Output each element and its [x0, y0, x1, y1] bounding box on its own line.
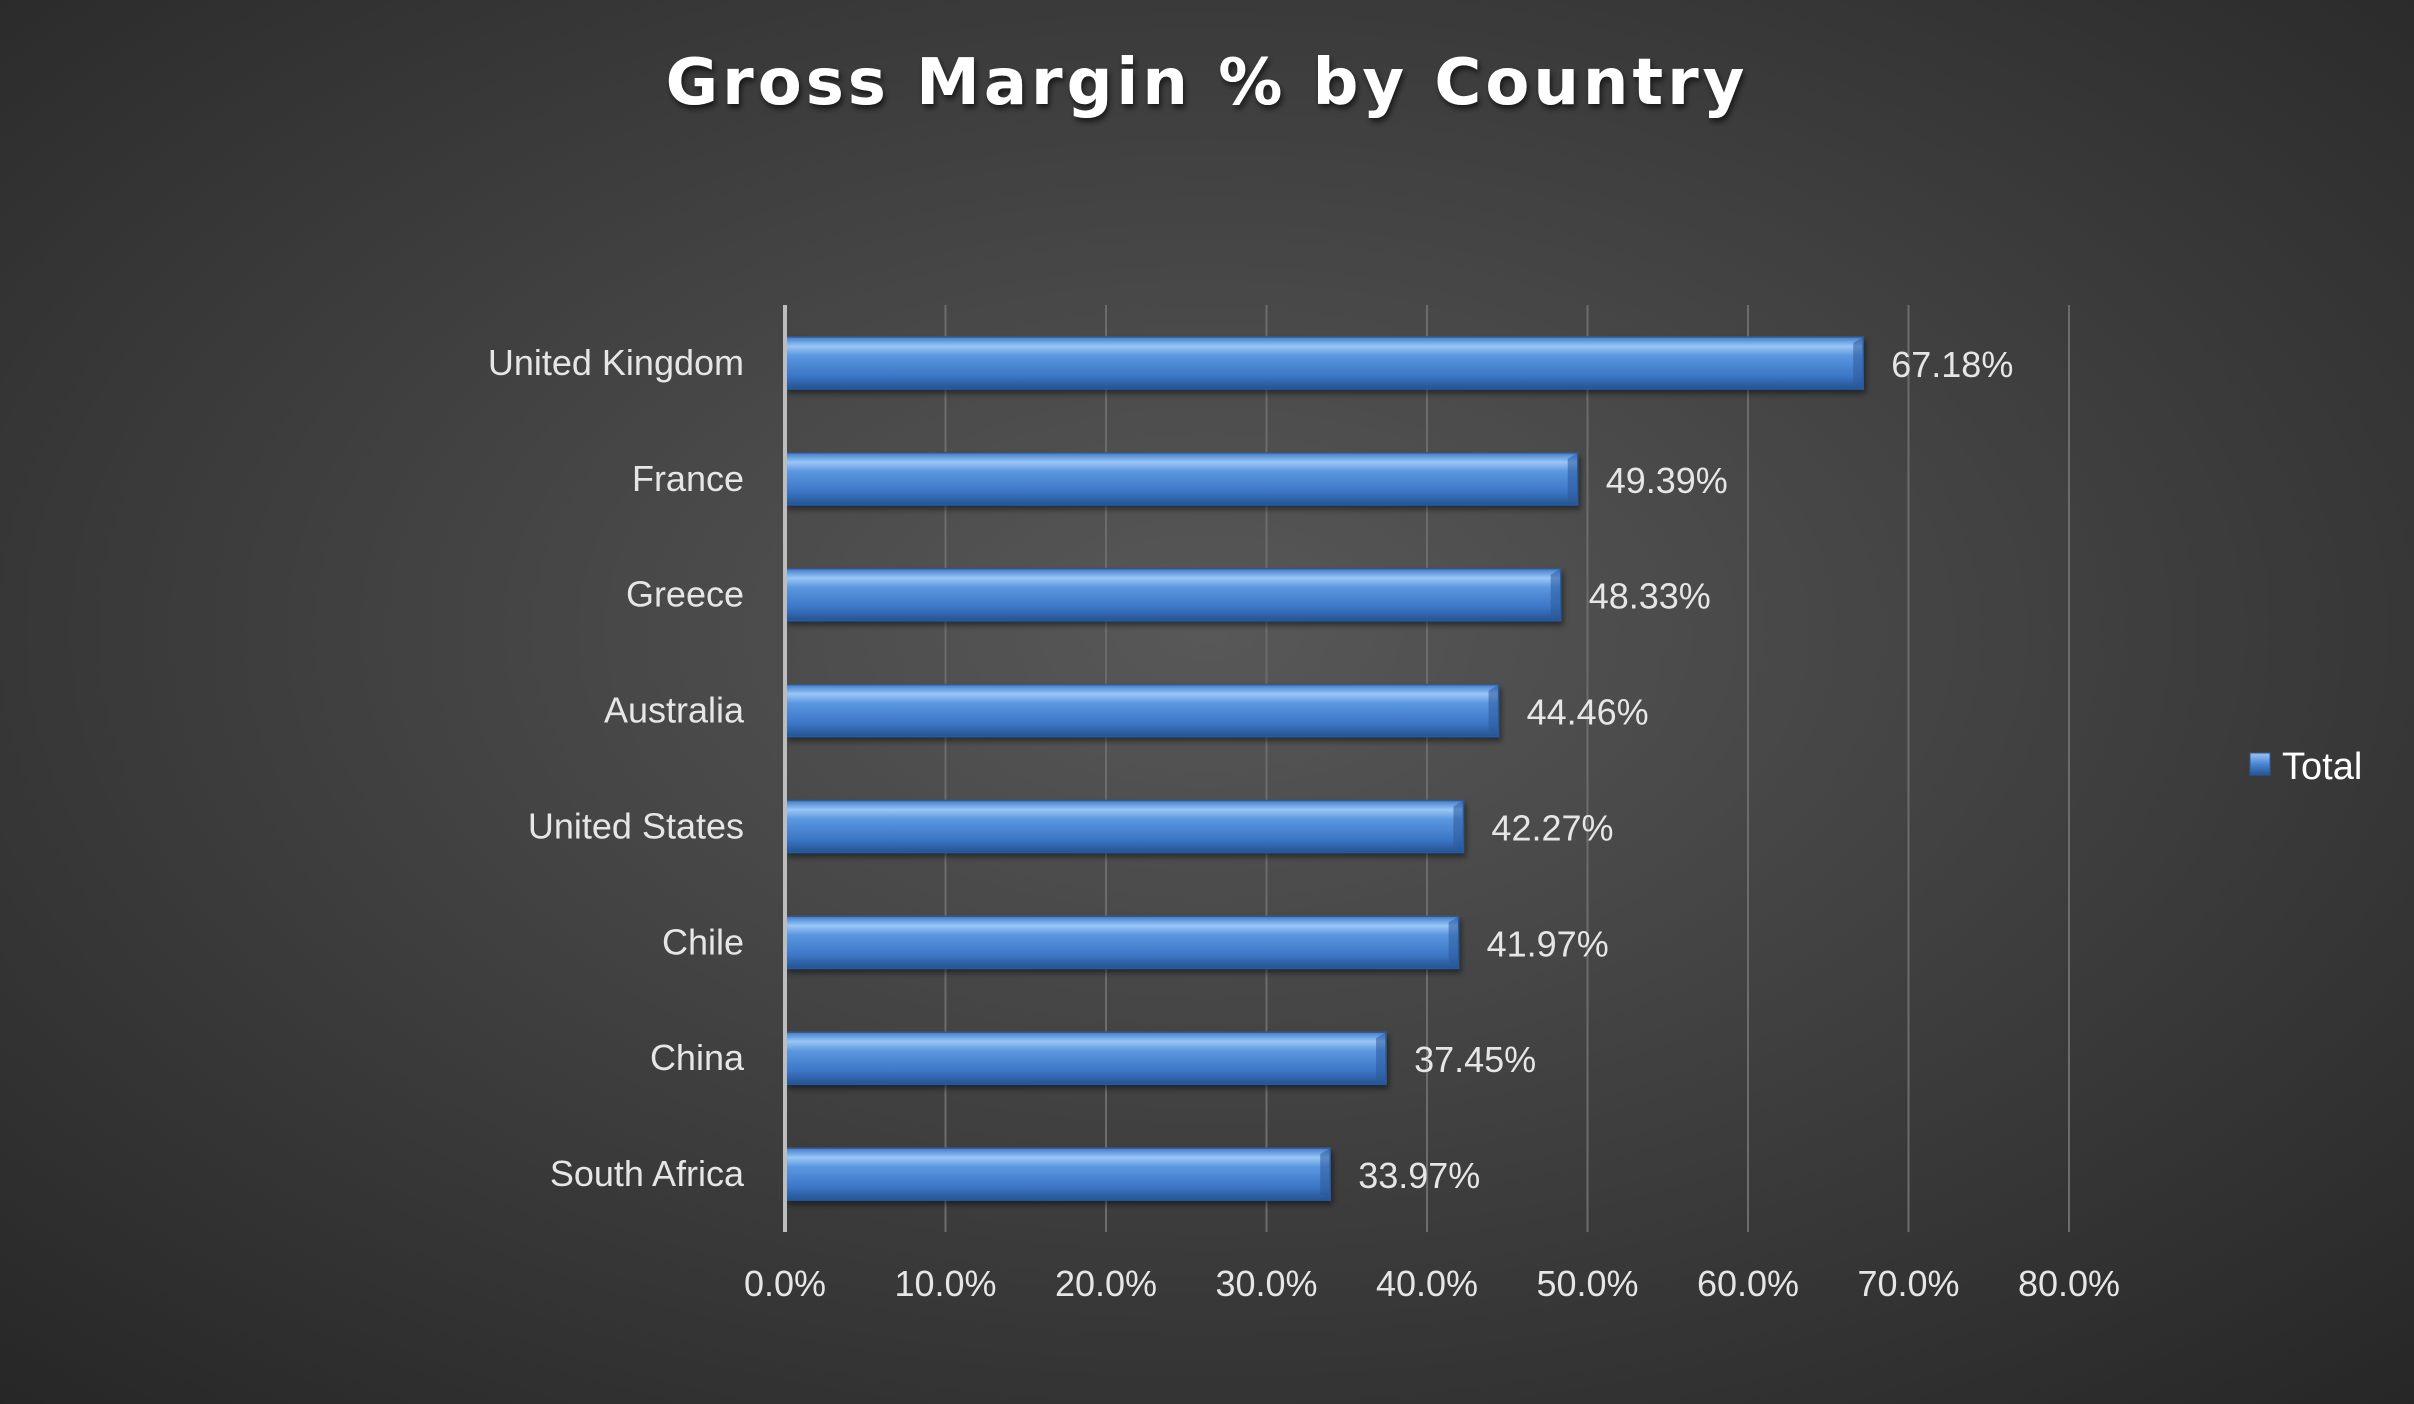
x-tick-label: 30.0% [1215, 1263, 1317, 1304]
data-label: 41.97% [1487, 923, 1609, 964]
category-label: France [632, 458, 744, 499]
x-tick-label: 40.0% [1376, 1263, 1478, 1304]
bar-end-cap [1550, 568, 1561, 621]
category-label: United Kingdom [488, 342, 744, 383]
x-tick-label: 20.0% [1055, 1263, 1157, 1304]
bar [785, 452, 1579, 506]
bar [785, 1147, 1331, 1201]
legend: Total [2249, 746, 2362, 788]
data-label: 33.97% [1358, 1155, 1480, 1196]
category-label: Greece [626, 574, 744, 615]
bar-end-cap [1453, 800, 1464, 853]
data-label: 67.18% [1891, 344, 2013, 385]
bar-end-cap [1448, 916, 1459, 969]
x-tick-label: 80.0% [2018, 1263, 2120, 1304]
bar [785, 799, 1465, 854]
bars [785, 336, 1864, 1201]
category-label: South Africa [550, 1153, 745, 1194]
data-label: 44.46% [1527, 692, 1649, 733]
data-label: 42.27% [1491, 807, 1613, 848]
x-tick-label: 0.0% [744, 1263, 826, 1304]
bar-end-cap [1376, 1032, 1387, 1085]
bar [785, 567, 1562, 622]
bar-end-cap [1567, 452, 1578, 505]
x-tick-label: 10.0% [894, 1263, 996, 1304]
category-label: Australia [604, 690, 745, 731]
bar [785, 1031, 1387, 1085]
category-label: Chile [662, 921, 744, 962]
data-label: 48.33% [1589, 576, 1711, 617]
bar [785, 683, 1500, 738]
bar-end-cap [1320, 1148, 1331, 1201]
data-label: 37.45% [1414, 1039, 1536, 1080]
bar [785, 336, 1864, 390]
bar [785, 915, 1460, 970]
legend-swatch-total [2249, 752, 2271, 776]
data-label: 49.39% [1606, 460, 1728, 501]
x-tick-label: 70.0% [1857, 1263, 1959, 1304]
x-tick-label: 50.0% [1536, 1263, 1638, 1304]
labels: 0.0% 10.0% 20.0% 30.0% 40.0% 50.0% 60.0% 70.0% 8… [488, 342, 2120, 1304]
category-label: United States [528, 805, 744, 846]
bar-end-cap [1488, 684, 1499, 737]
x-tick-label: 60.0% [1697, 1263, 1799, 1304]
category-label: China [650, 1037, 745, 1078]
chart-title: Gross Margin % by Country [666, 46, 1749, 120]
legend-label-total: Total [2282, 746, 2362, 788]
bar-end-cap [1853, 336, 1864, 389]
